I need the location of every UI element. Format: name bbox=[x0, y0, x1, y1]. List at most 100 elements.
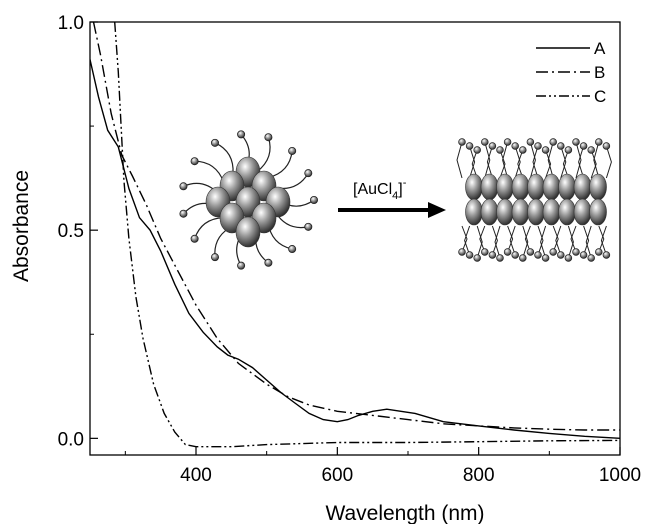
ligand-chain bbox=[552, 225, 559, 253]
x-tick-label: 400 bbox=[180, 465, 212, 486]
ligand-chain bbox=[486, 145, 493, 179]
series-layer bbox=[90, 22, 620, 448]
ligand-head bbox=[564, 146, 573, 154]
ligand-chain bbox=[537, 225, 544, 256]
ligand-chain bbox=[194, 160, 225, 183]
x-tick-label: 800 bbox=[463, 465, 495, 486]
ligand-chain bbox=[578, 145, 585, 179]
ligand-head bbox=[488, 142, 497, 150]
ligand-head bbox=[496, 254, 504, 262]
gold-atom bbox=[573, 173, 592, 201]
ligand-head bbox=[541, 254, 550, 262]
ligand-chain bbox=[476, 225, 483, 259]
ligand-head bbox=[179, 182, 188, 191]
ligand-head bbox=[557, 142, 565, 150]
ligand-head bbox=[458, 248, 466, 256]
ligand-chain bbox=[567, 225, 574, 259]
ligand-chain bbox=[605, 145, 612, 179]
gold-atom bbox=[527, 198, 545, 226]
reagent-label-superscript: - bbox=[403, 177, 407, 189]
ligand-head bbox=[179, 209, 188, 218]
ligand-head bbox=[210, 253, 219, 262]
gold-atom bbox=[558, 198, 576, 226]
ligand-chain bbox=[494, 225, 501, 259]
gold-atom bbox=[589, 198, 607, 226]
ligand-head bbox=[304, 222, 313, 231]
ligand-head bbox=[481, 138, 489, 146]
ligand-chain bbox=[499, 149, 506, 179]
ligand-chain bbox=[502, 141, 509, 179]
ligand-head bbox=[237, 130, 246, 139]
ligand-chain bbox=[575, 141, 582, 179]
ligand-head bbox=[473, 146, 481, 154]
ligand-head bbox=[190, 234, 199, 243]
x-axis-title: Wavelength (nm) bbox=[325, 502, 484, 524]
gold-atom bbox=[573, 198, 592, 226]
ligand-chain bbox=[514, 145, 521, 179]
ligand-chain bbox=[598, 225, 605, 253]
ligand-head bbox=[579, 142, 588, 150]
legend-label-C: C bbox=[594, 87, 606, 106]
ligand-head bbox=[519, 146, 527, 154]
ligand-head bbox=[511, 142, 519, 150]
legend-label-A: A bbox=[594, 39, 606, 58]
ligand-head bbox=[210, 138, 219, 147]
ligand-chain bbox=[275, 172, 309, 189]
ligand-head bbox=[572, 138, 580, 146]
legend: ABC bbox=[536, 39, 606, 106]
ligand-head bbox=[264, 133, 273, 142]
ligand-head bbox=[602, 142, 611, 150]
ligand-head bbox=[288, 245, 297, 254]
ligand-head bbox=[526, 138, 535, 146]
gold-atom bbox=[589, 173, 607, 201]
series-line-B bbox=[92, 22, 620, 431]
nanosheet-illustration bbox=[456, 138, 612, 262]
ligand-head bbox=[595, 138, 603, 146]
ligand-head bbox=[473, 254, 481, 262]
ligand-head bbox=[309, 195, 318, 204]
ligand-head bbox=[503, 138, 512, 146]
ligand-head bbox=[481, 248, 489, 256]
ligand-chain bbox=[267, 150, 293, 179]
ligand-chain bbox=[545, 149, 552, 179]
ligand-chain bbox=[517, 149, 524, 179]
gold-atom bbox=[527, 173, 545, 201]
series-line-C bbox=[114, 22, 620, 448]
ligand-head bbox=[237, 261, 246, 270]
ligand-chain bbox=[560, 145, 567, 179]
ligand-head bbox=[264, 258, 273, 267]
gold-atom bbox=[496, 173, 514, 201]
ligand-head bbox=[595, 248, 603, 256]
reagent-label-bracket: ] bbox=[398, 181, 402, 198]
gold-atom bbox=[542, 173, 561, 201]
ligand-chain bbox=[469, 145, 476, 179]
ligand-chain bbox=[585, 225, 592, 259]
ligand-head bbox=[465, 142, 474, 150]
x-tick-label: 600 bbox=[321, 465, 353, 486]
reagent-label-subscript: 4 bbox=[392, 190, 398, 202]
plot-frame bbox=[89, 21, 621, 456]
ligand-head bbox=[587, 146, 595, 154]
ligand-chain bbox=[522, 225, 529, 259]
ligand-chain bbox=[547, 141, 554, 179]
gold-atom bbox=[235, 216, 261, 248]
ligand-chain bbox=[529, 141, 536, 179]
gold-atom bbox=[465, 198, 483, 226]
ligand-head bbox=[458, 138, 466, 146]
ligand-chain bbox=[507, 225, 514, 253]
y-tick-label: 0.0 bbox=[58, 429, 84, 450]
ligand-head bbox=[602, 251, 611, 259]
ligand-chain bbox=[479, 225, 486, 253]
ligand-chain bbox=[524, 225, 531, 253]
y-axis-title: Absorbance bbox=[10, 170, 33, 282]
ligand-chain bbox=[593, 141, 600, 179]
ligand-chain bbox=[214, 142, 234, 175]
legend-label-B: B bbox=[594, 63, 605, 82]
reagent-label: [AuCl4]- bbox=[353, 177, 407, 202]
gold-atom bbox=[480, 198, 499, 226]
ligand-head bbox=[549, 248, 557, 256]
ligand-head bbox=[557, 251, 565, 259]
ligand-chain bbox=[600, 225, 607, 256]
ligand-chain bbox=[509, 225, 516, 256]
